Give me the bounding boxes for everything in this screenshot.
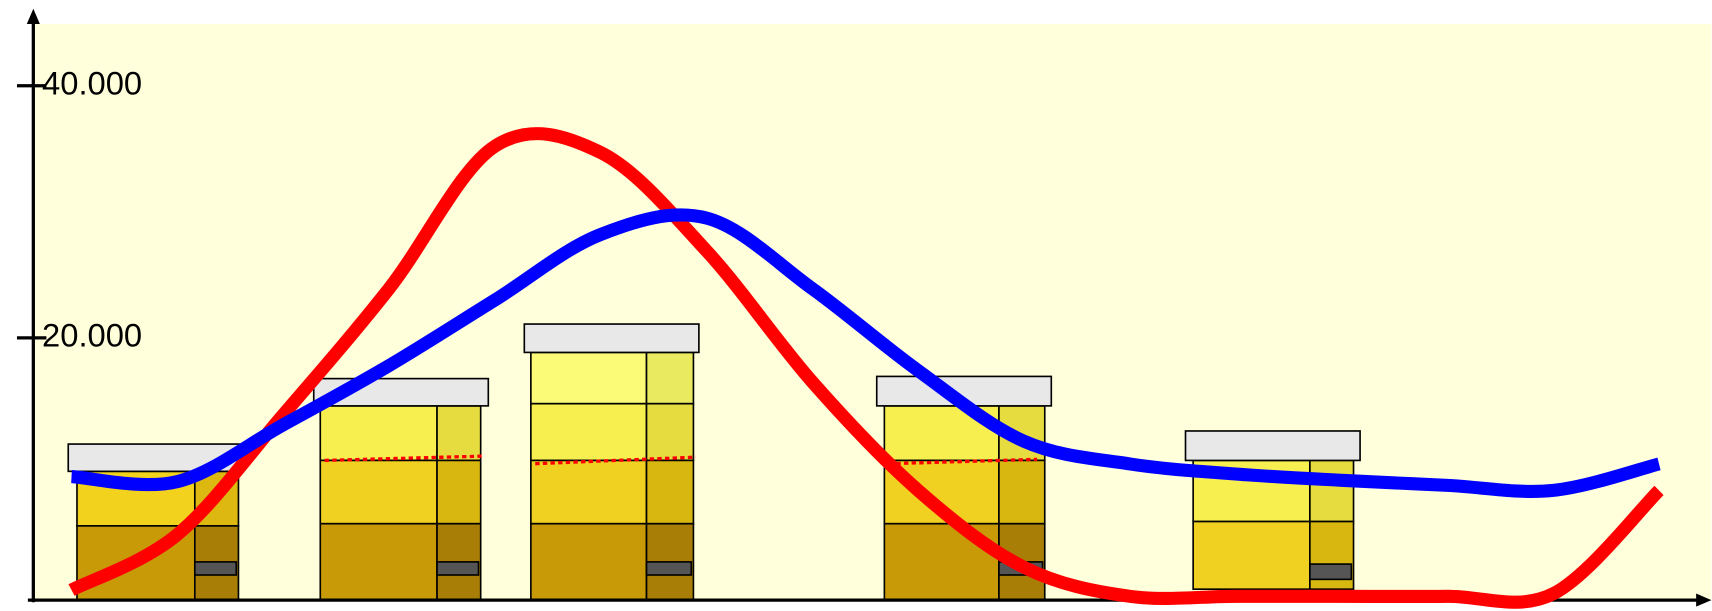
plot-background bbox=[33, 24, 1712, 601]
y-tick-label: 40.000 bbox=[42, 64, 142, 101]
line-series bbox=[68, 127, 1664, 609]
hive-illustrations bbox=[67, 323, 1361, 601]
y-tick-label: 20.000 bbox=[42, 316, 142, 353]
line-series bbox=[70, 208, 1661, 498]
